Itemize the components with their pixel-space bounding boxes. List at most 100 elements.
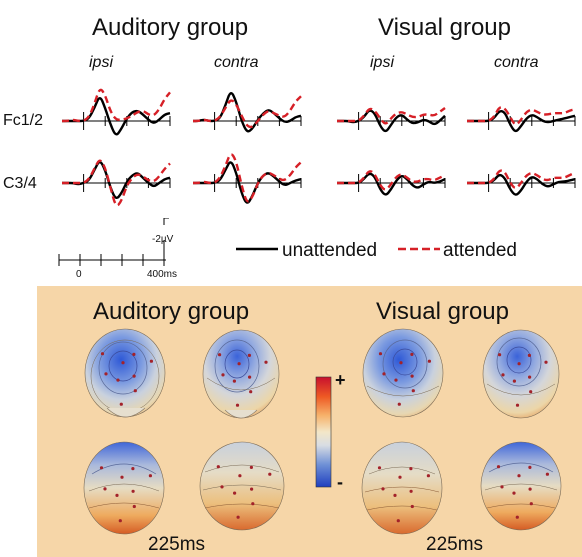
electrode-dot (221, 373, 225, 377)
electrode-dot (515, 515, 519, 519)
electrode-dot (512, 379, 516, 383)
electrode-dot (411, 389, 415, 393)
erp-line-attended-C3-4-ipsi (337, 170, 446, 191)
topo-auditory-bottom-left (83, 441, 165, 535)
col-label-visual-contra: contra (494, 54, 539, 71)
electrode-dot (512, 491, 516, 495)
electrode-dot (410, 374, 414, 378)
electrode-dot (251, 502, 255, 506)
electrode-dot (103, 487, 107, 491)
electrode-dot (410, 504, 414, 509)
electrode-dot (399, 361, 403, 365)
electrode-dot (501, 373, 505, 377)
electrode-dot (235, 403, 240, 407)
col-label-auditory-ipsi: ipsi (89, 54, 114, 71)
colorbar-min-label: - (337, 472, 343, 492)
electrode-dot (393, 493, 397, 497)
electrode-dot (381, 487, 385, 491)
electrode-dot (100, 352, 105, 356)
topo-auditory-time-label: 225ms (148, 534, 206, 555)
electrode-dot (249, 390, 253, 394)
electrode-dot (382, 372, 386, 376)
time-scale-end-label: 400ms (147, 269, 178, 280)
electrode-dot (528, 487, 532, 491)
topo-visual-bottom-left (361, 441, 443, 535)
electrode-dot (529, 390, 533, 394)
colorbar-max-label: + (335, 370, 346, 390)
erp-line-attended-Fc1-2-ipsi (61, 88, 171, 123)
topo-visual-bottom-right (480, 441, 562, 531)
electrode-dot (148, 474, 152, 478)
amplitude-scale-label: -2µV (152, 234, 174, 245)
electrode-dot (500, 485, 504, 489)
topo-auditory-group-title: Auditory group (93, 298, 250, 325)
electrode-dot (545, 472, 549, 476)
electrode-dot (237, 362, 241, 366)
legend-unattended-swatch (236, 247, 278, 251)
time-scale-bar (58, 218, 169, 266)
topography-panel: Auditory group Visual group (37, 286, 582, 557)
colorbar (315, 376, 332, 488)
electrode-dot (121, 361, 125, 365)
electrode-dot (264, 360, 268, 364)
electrode-dot (99, 466, 104, 470)
electrode-dot (544, 360, 548, 364)
topo-auditory-top-right (202, 329, 280, 419)
electrode-dot (528, 465, 532, 469)
erp-line-attended-Fc1-2-contra (192, 95, 302, 129)
electrode-dot (426, 474, 430, 478)
electrode-dot (250, 487, 254, 491)
electrode-dot (236, 515, 240, 519)
legend-unattended-label: unattended (282, 240, 378, 261)
time-scale-zero-label: 0 (76, 269, 82, 280)
erp-line-attended-C3-4-ipsi (62, 159, 171, 207)
electrode-dot (515, 403, 520, 407)
electrode-dot (496, 465, 501, 469)
electrode-dot (517, 362, 521, 366)
electrode-dot (527, 353, 531, 357)
electrode-dot (394, 378, 398, 382)
electrode-dot (115, 493, 119, 497)
electrode-dot (232, 379, 236, 383)
electrode-dot (248, 375, 252, 379)
erp-line-attended-C3-4-contra (193, 153, 302, 203)
topo-auditory-bottom-right (199, 441, 285, 531)
electrode-dot (377, 466, 382, 470)
topo-visual-top-left (362, 328, 444, 418)
row-label-fc: Fc1/2 (3, 112, 44, 129)
electrode-dot (410, 352, 414, 356)
electrode-dot (238, 474, 242, 478)
electrode-dot (131, 467, 135, 471)
electrode-dot (498, 353, 502, 357)
electrode-dot (233, 491, 237, 495)
electrode-dot (104, 372, 108, 376)
col-label-visual-ipsi: ipsi (370, 54, 395, 71)
erp-line-attended-Fc1-2-ipsi (336, 107, 446, 125)
erp-visual-group-title: Visual group (378, 14, 511, 41)
legend-attended-label: attended (443, 240, 517, 261)
electrode-dot (397, 402, 401, 406)
electrode-dot (529, 502, 533, 506)
electrode-dot (218, 353, 222, 357)
electrode-dot (149, 359, 153, 363)
legend-attended-swatch (398, 247, 440, 251)
erp-line-unattended-Fc1-2-ipsi (61, 97, 171, 136)
electrode-dot (517, 474, 521, 478)
electrode-dot (131, 489, 135, 493)
col-label-auditory-contra: contra (214, 54, 259, 71)
erp-waveform-plots (61, 88, 576, 207)
electrode-dot (132, 352, 136, 356)
electrode-dot (268, 472, 272, 476)
electrode-dot (132, 504, 136, 509)
electrode-dot (427, 359, 431, 363)
electrode-dot (378, 352, 383, 356)
electrode-dot (120, 475, 124, 479)
electrode-dot (220, 485, 224, 489)
row-label-c: C3/4 (3, 175, 37, 192)
electrode-dot (396, 519, 400, 523)
topo-auditory-top-left (84, 328, 166, 418)
electrode-dot (132, 374, 136, 378)
electrode-dot (133, 389, 137, 393)
electrode-dot (528, 375, 532, 379)
erp-line-attended-C3-4-contra (467, 169, 576, 190)
